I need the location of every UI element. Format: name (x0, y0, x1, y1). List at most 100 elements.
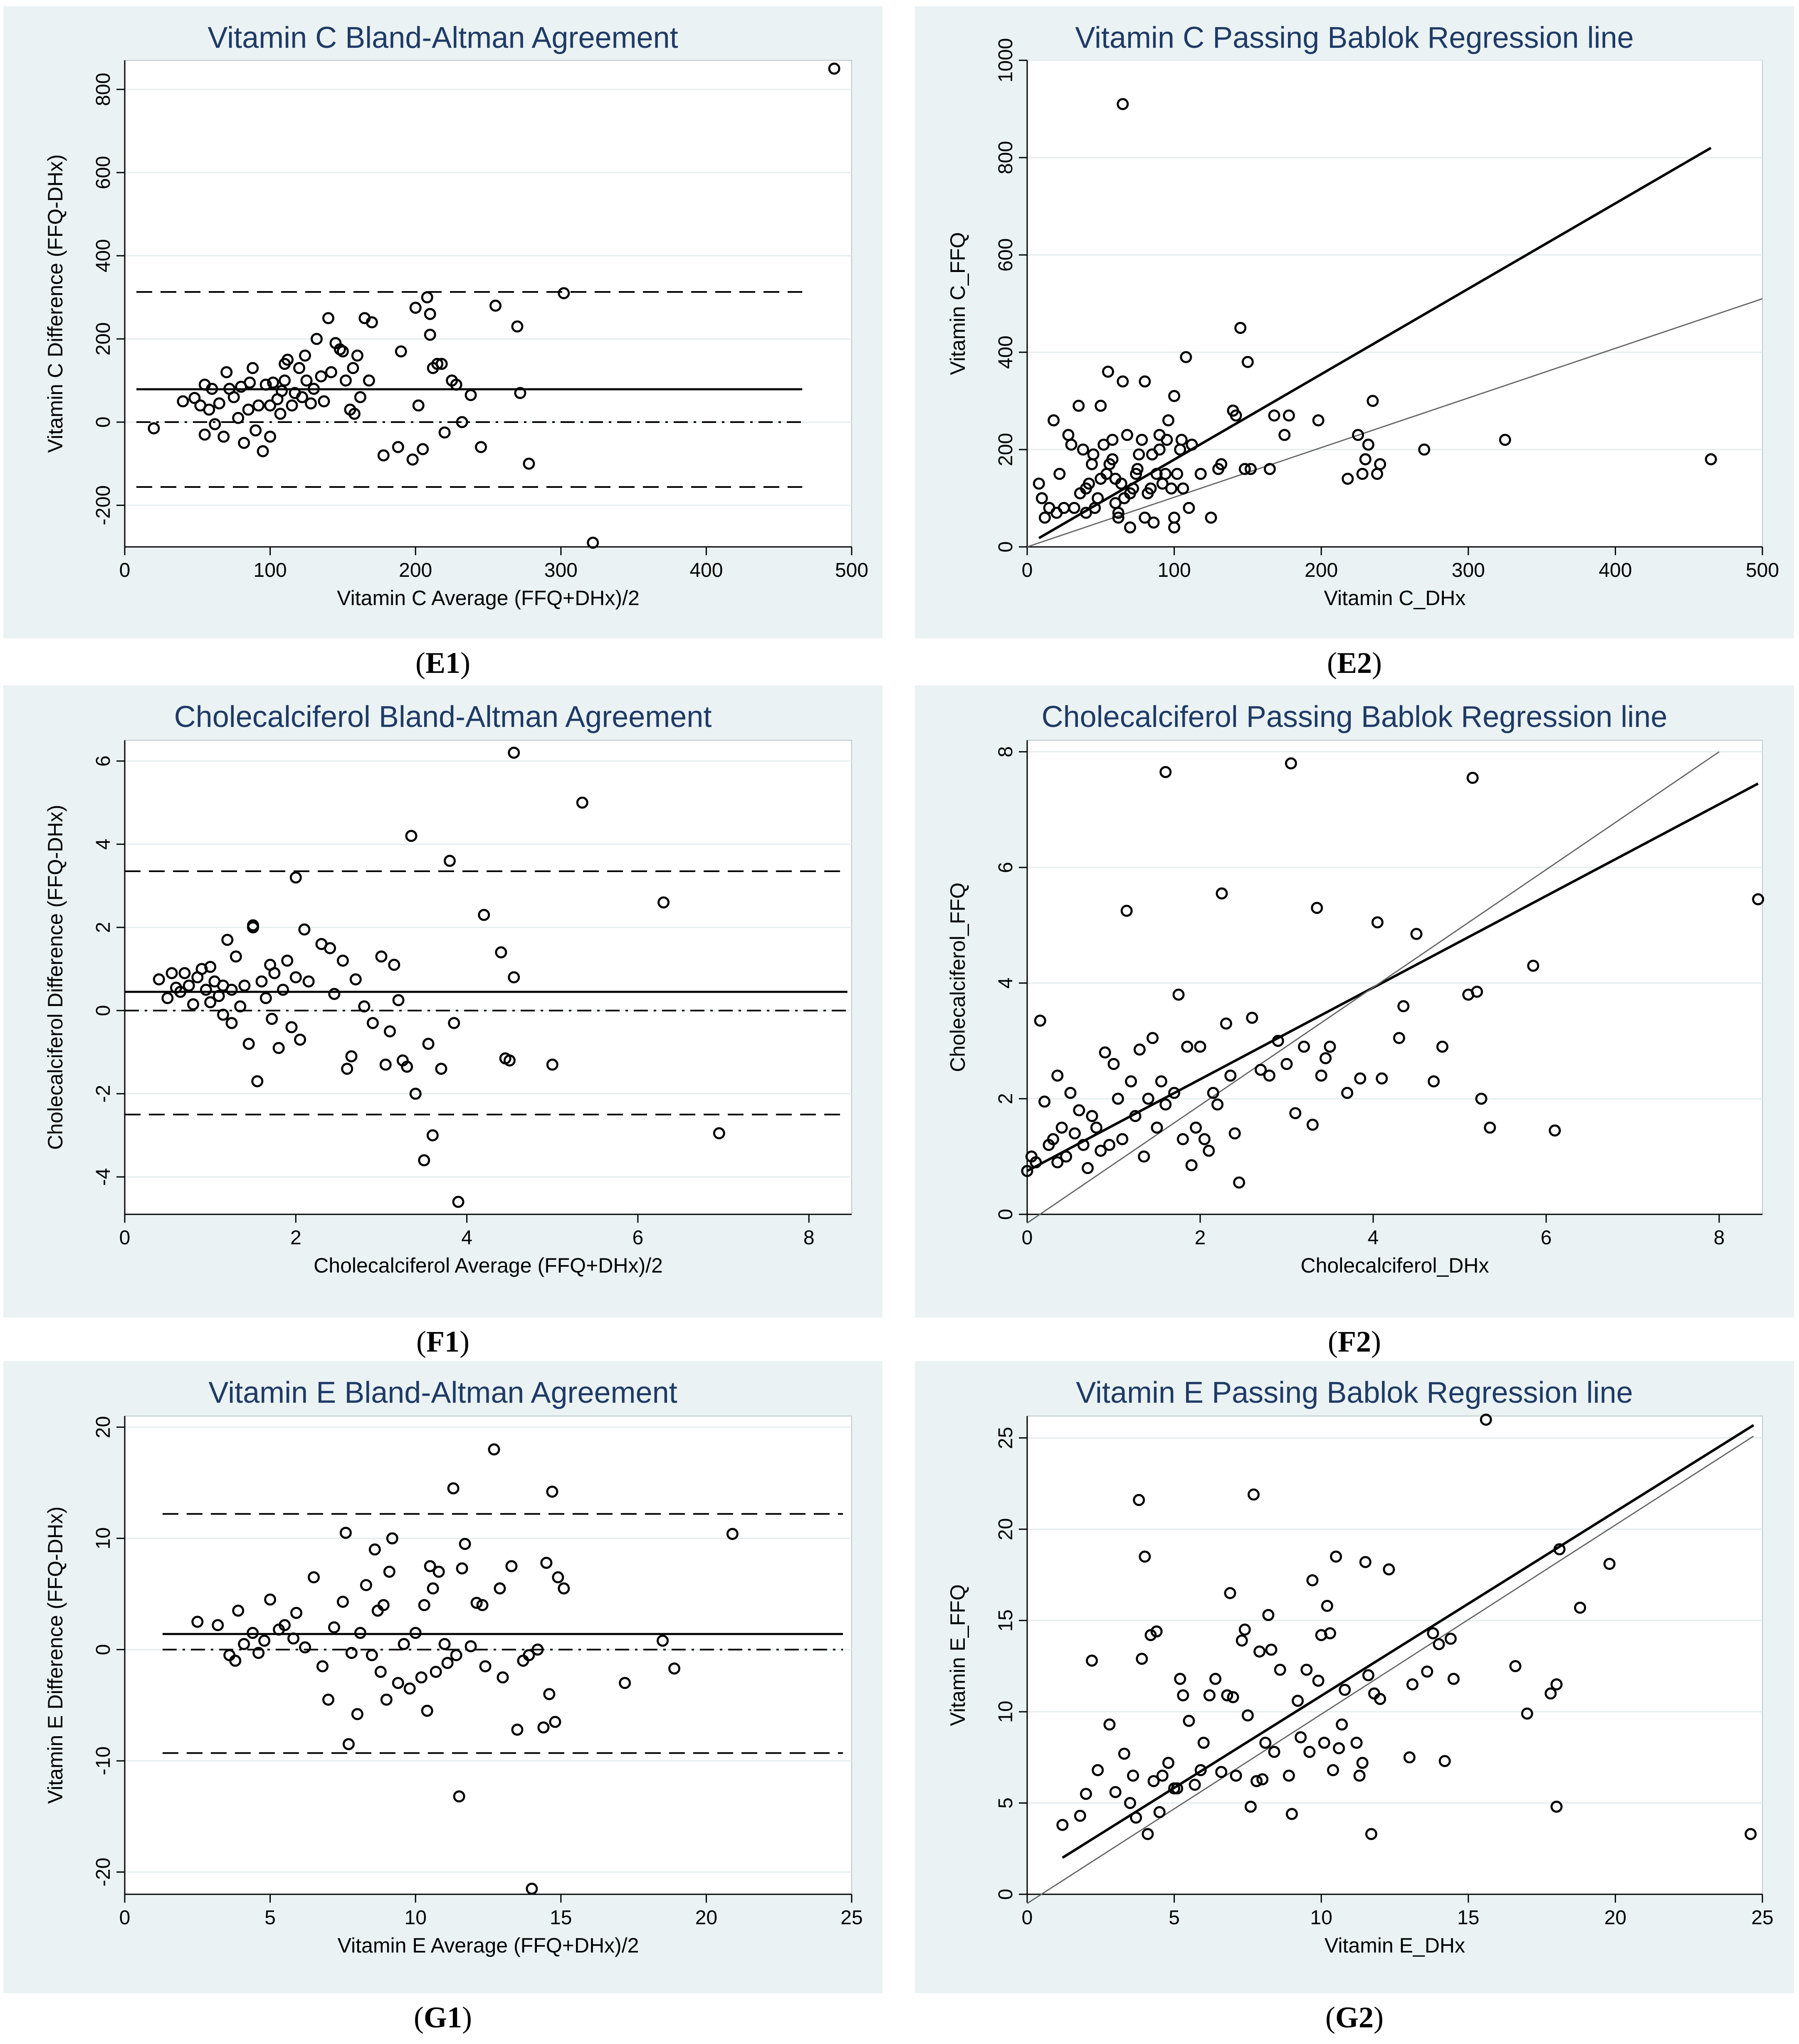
x-tick-label: 100 (1158, 559, 1191, 581)
data-point (1484, 1121, 1496, 1134)
data-point (380, 1693, 393, 1706)
caption-open-paren: ( (1327, 646, 1337, 680)
chart-panel-e2: 0 200 400 600 800 1000 0 100 200 300 400 500 Vitamin… (915, 6, 1794, 680)
data-point (441, 1657, 454, 1669)
data-point (300, 374, 313, 387)
data-point (1230, 1770, 1242, 1782)
data-point (1447, 1673, 1460, 1685)
data-point (540, 1557, 553, 1569)
x-tick-label: 0 (1022, 1227, 1033, 1249)
data-point (1133, 1043, 1146, 1056)
data-point (456, 416, 468, 428)
data-point (1103, 1718, 1116, 1731)
data-point (558, 1582, 570, 1595)
data-point (1306, 1574, 1319, 1587)
data-point (1745, 1828, 1757, 1840)
data-point (1142, 1828, 1154, 1840)
x-tick-label: 4 (1368, 1227, 1379, 1249)
data-point (1238, 463, 1251, 475)
data-point (1393, 1032, 1405, 1044)
data-point (322, 1693, 334, 1706)
data-point (1159, 468, 1171, 480)
data-point (1306, 1119, 1319, 1131)
data-point (289, 871, 302, 884)
data-point (1203, 1689, 1216, 1702)
data-point (1268, 1746, 1280, 1758)
plot-area (124, 740, 852, 1215)
data-point (1125, 1075, 1137, 1087)
data-point (1211, 1098, 1224, 1111)
data-point (1055, 1121, 1068, 1134)
y-tick-label: 4 (995, 978, 1017, 989)
data-point (1171, 1782, 1184, 1794)
y-tick-label: 5 (995, 1797, 1017, 1809)
y-tick-label: 2 (995, 1093, 1017, 1105)
data-point (345, 1050, 358, 1063)
data-point (1139, 1550, 1151, 1563)
data-point (1150, 468, 1163, 480)
data-point (1080, 1788, 1092, 1800)
data-point (1103, 1139, 1116, 1151)
data-point (1250, 1775, 1263, 1787)
data-point (1215, 458, 1228, 470)
data-point (392, 1677, 404, 1689)
data-point (1259, 1737, 1272, 1749)
data-point (422, 1038, 435, 1050)
data-point (549, 1715, 561, 1728)
y-tick-label: -10 (92, 1746, 114, 1775)
data-point (1072, 400, 1085, 412)
plot-area (124, 1416, 852, 1895)
data-point (204, 961, 217, 973)
data-point (1365, 1828, 1377, 1840)
x-tick-label: 500 (835, 559, 868, 581)
data-point (1147, 517, 1160, 529)
data-point (1233, 1176, 1245, 1189)
data-point (497, 1671, 509, 1683)
data-point (409, 1627, 422, 1639)
data-point (489, 299, 502, 312)
data-point (546, 1485, 558, 1498)
data-point (1124, 1797, 1137, 1809)
data-point (290, 1607, 303, 1619)
data-point (1466, 771, 1479, 784)
data-point (1324, 1041, 1336, 1053)
data-point (494, 1582, 506, 1595)
data-point (1480, 1414, 1492, 1426)
data-point (267, 376, 279, 389)
data-point (443, 855, 456, 867)
caption-label: E2 (1337, 646, 1372, 680)
data-point (392, 994, 405, 1006)
data-point (537, 1721, 550, 1734)
data-point (232, 1604, 245, 1617)
data-point (1168, 390, 1181, 402)
data-point (1265, 1644, 1278, 1656)
data-point (1165, 482, 1178, 495)
data-point (1133, 448, 1145, 461)
data-point (1418, 443, 1431, 456)
data-point (272, 1042, 285, 1054)
x-tick-label: 0 (1022, 559, 1033, 581)
y-tick-label: -2 (92, 1085, 114, 1103)
data-point (1327, 1764, 1339, 1777)
data-point (1248, 1488, 1260, 1501)
data-point (1241, 1709, 1254, 1722)
data-point (1083, 477, 1095, 490)
data-point (379, 1058, 392, 1071)
caption-label: E1 (425, 646, 460, 680)
y-tick-label: 1000 (995, 38, 1017, 83)
data-point (1263, 1069, 1275, 1082)
data-point (220, 366, 233, 378)
data-point (543, 1688, 556, 1700)
x-axis-label: Vitamin E Average (FFQ+DHx)/2 (338, 1934, 639, 1957)
data-point (1144, 1629, 1157, 1641)
data-point (409, 1087, 422, 1100)
data-point (354, 1627, 366, 1639)
data-point (558, 287, 570, 299)
data-point (1120, 905, 1133, 917)
data-point (336, 345, 349, 358)
data-point (1253, 1645, 1266, 1658)
y-tick-label: 2 (92, 922, 114, 933)
data-point (252, 399, 265, 412)
data-point (1410, 928, 1423, 940)
data-point (1142, 1092, 1154, 1105)
